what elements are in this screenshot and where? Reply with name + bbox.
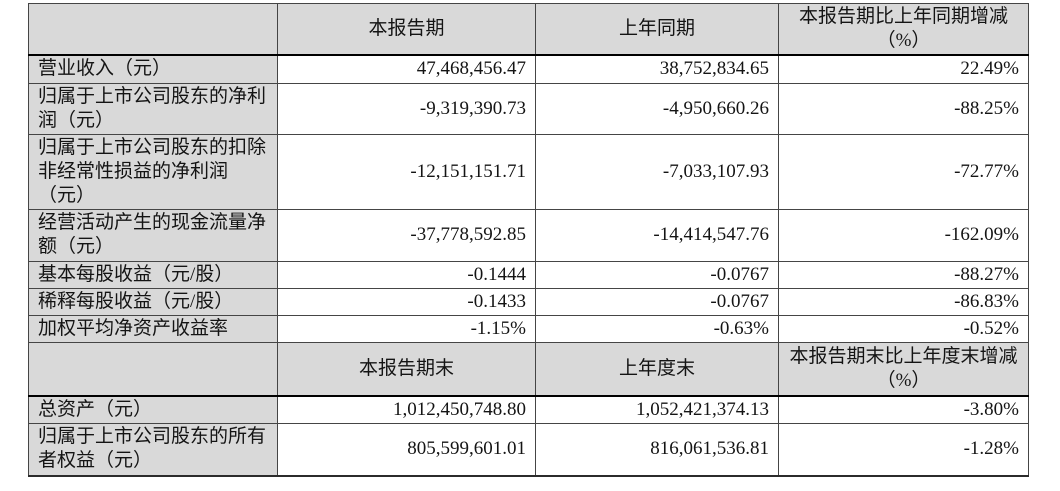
row-label-cell: 基本每股收益（元/股） (28, 260, 278, 289)
table-row-operating-cash-flow: 经营活动产生的现金流量净额（元） -37,778,592.85 -14,414,… (28, 208, 1029, 262)
prior-period-cell: -7,033,107.93 (535, 133, 779, 210)
change-cell: -72.77% (778, 133, 1029, 210)
column-header-current-period: 本报告期 (277, 3, 536, 56)
current-period-cell: -9,319,390.73 (277, 82, 536, 135)
row-label-cell: 归属于上市公司股东的净利润（元） (28, 82, 278, 135)
current-period-cell: -37,778,592.85 (277, 208, 536, 262)
column-header-current-period-end: 本报告期末 (277, 341, 536, 397)
current-period-cell: 805,599,601.01 (277, 423, 536, 476)
period-change-header-line1: 本报告期比上年同期增减 (798, 6, 1008, 27)
column-header-prior-period: 上年同期 (535, 3, 779, 56)
current-period-cell: 47,468,456.47 (277, 54, 536, 84)
column-header-period-end-change: 本报告期末比上年度末增减 （%） (778, 341, 1029, 397)
period-end-change-header-line2: （%） (876, 369, 931, 391)
prior-period-cell: 38,752,834.65 (535, 54, 779, 84)
prior-period-cell: -0.63% (535, 314, 779, 343)
table-row-basic-eps: 基本每股收益（元/股） -0.1444 -0.0767 -88.27% (28, 260, 1029, 289)
column-header-prior-year-end: 上年度末 (535, 341, 779, 397)
header-blank-cell (28, 3, 278, 56)
row-label-cell: 归属于上市公司股东的扣除非经常性损益的净利润（元） (28, 133, 278, 210)
current-period-cell: -0.1444 (277, 260, 536, 289)
change-cell: 22.49% (778, 54, 1029, 84)
header-row-period-end: 本报告期末 上年度末 本报告期末比上年度末增减 （%） (28, 341, 1029, 397)
financial-summary-table-container: 本报告期 上年同期 本报告期比上年同期增减 （%） 营业收入（元） 47,468… (28, 3, 1029, 477)
period-change-header-line2: （%） (876, 30, 931, 51)
current-period-cell: 1,012,450,748.80 (277, 395, 536, 424)
row-label-cell: 经营活动产生的现金流量净额（元） (28, 208, 278, 262)
table-row-net-profit-excl-nonrecurring: 归属于上市公司股东的扣除非经常性损益的净利润（元） -12,151,151.71… (28, 133, 1029, 210)
table-row-total-assets: 总资产（元） 1,012,450,748.80 1,052,421,374.13… (28, 395, 1029, 424)
current-period-cell: -1.15% (277, 314, 536, 343)
prior-period-cell: -4,950,660.26 (535, 82, 779, 135)
period-end-change-header-line1: 本报告期末比上年度末增减 (789, 345, 1018, 367)
current-period-cell: -12,151,151.71 (277, 133, 536, 210)
header-blank-cell (28, 341, 278, 397)
row-label-cell: 营业收入（元） (28, 54, 278, 84)
prior-period-cell: -0.0767 (535, 260, 779, 289)
prior-period-cell: 816,061,536.81 (535, 423, 779, 476)
row-label-cell: 加权平均净资产收益率 (28, 314, 278, 343)
change-cell: -88.25% (778, 82, 1029, 135)
column-header-period-change: 本报告期比上年同期增减 （%） (778, 3, 1029, 56)
change-cell: -3.80% (778, 395, 1029, 424)
change-cell: -88.27% (778, 260, 1029, 289)
row-label-cell: 总资产（元） (28, 395, 278, 424)
table-row-weighted-avg-roe: 加权平均净资产收益率 -1.15% -0.63% -0.52% (28, 314, 1029, 343)
prior-period-cell: 1,052,421,374.13 (535, 395, 779, 424)
table-row-diluted-eps: 稀释每股收益（元/股） -0.1433 -0.0767 -86.83% (28, 287, 1029, 316)
financial-summary-table: 本报告期 上年同期 本报告期比上年同期增减 （%） 营业收入（元） 47,468… (28, 3, 1029, 477)
change-cell: -162.09% (778, 208, 1029, 262)
prior-period-cell: -0.0767 (535, 287, 779, 316)
table-row-net-profit: 归属于上市公司股东的净利润（元） -9,319,390.73 -4,950,66… (28, 82, 1029, 135)
table-row-revenue: 营业收入（元） 47,468,456.47 38,752,834.65 22.4… (28, 54, 1029, 84)
row-label-cell: 稀释每股收益（元/股） (28, 287, 278, 316)
change-cell: -1.28% (778, 423, 1029, 476)
table-row-owners-equity: 归属于上市公司股东的所有者权益（元） 805,599,601.01 816,06… (28, 423, 1029, 476)
current-period-cell: -0.1433 (277, 287, 536, 316)
prior-period-cell: -14,414,547.76 (535, 208, 779, 262)
change-cell: -0.52% (778, 314, 1029, 343)
row-label-cell: 归属于上市公司股东的所有者权益（元） (28, 423, 278, 476)
change-cell: -86.83% (778, 287, 1029, 316)
header-row-period: 本报告期 上年同期 本报告期比上年同期增减 （%） (28, 3, 1029, 56)
